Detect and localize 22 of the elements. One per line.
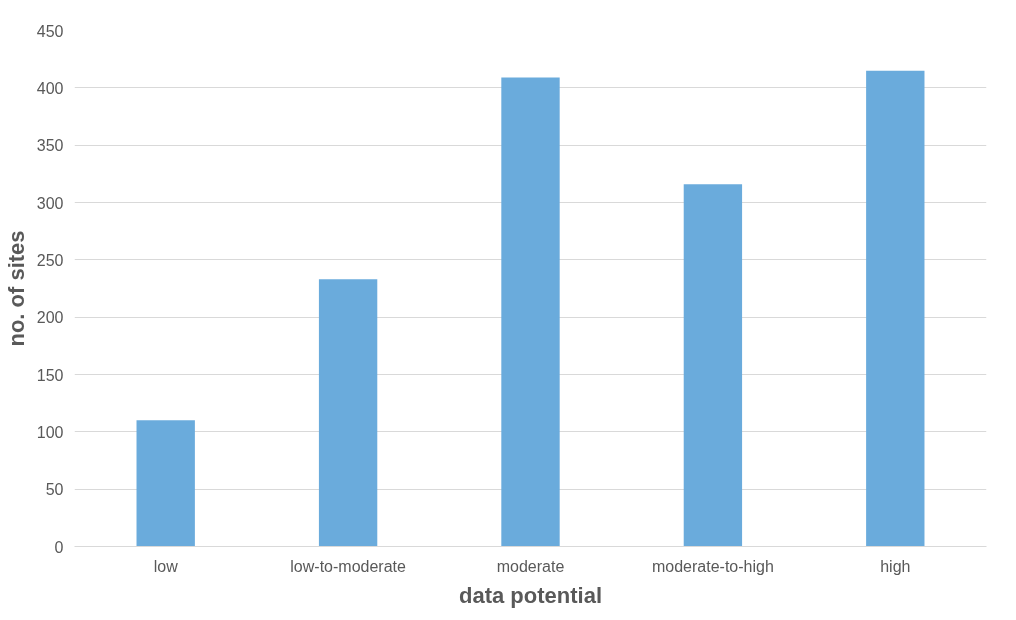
bar [318,279,378,547]
bar [683,184,743,547]
bar [866,70,925,547]
y-tick-label: 50 [45,481,64,499]
y-tick-label: 0 [54,538,64,556]
bar [501,77,560,547]
y-tick-label: 400 [36,79,64,97]
x-tick-label: moderate [496,557,565,575]
y-tick-label: 150 [36,366,64,384]
y-tick-label: 300 [36,194,64,212]
y-tick-label: 350 [36,137,64,155]
x-tick-label: low-to-moderate [290,557,406,575]
bar [136,420,195,547]
x-tick-label: low [153,557,179,575]
x-axis-title: data potential [458,582,603,608]
y-tick-label: 100 [36,423,64,441]
x-tick-label: moderate-to-high [651,557,774,575]
y-tick-label: 250 [36,251,64,269]
x-tick-label: high [880,557,911,575]
y-tick-label: 450 [36,22,64,40]
y-tick-label: 200 [36,309,64,327]
y-axis-title: no. of sites [3,230,29,347]
